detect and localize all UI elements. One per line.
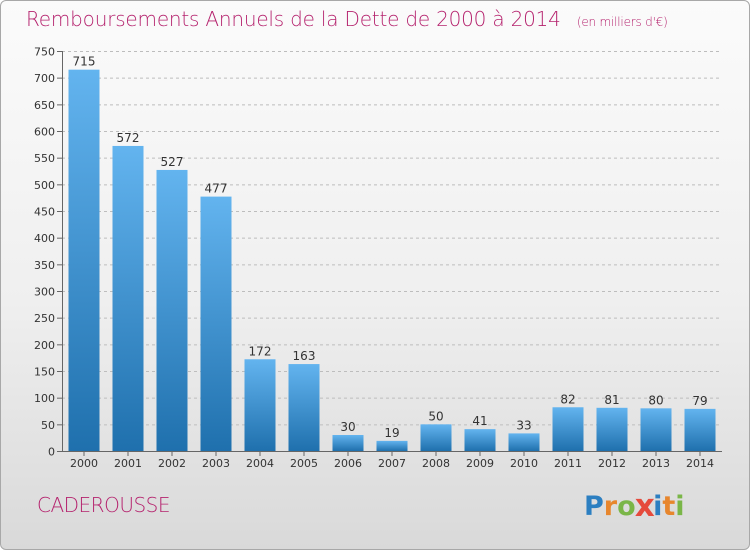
data-label: 19 <box>384 426 399 440</box>
y-tick-label: 600 <box>34 126 55 139</box>
bar <box>112 145 144 451</box>
y-tick-label: 150 <box>34 366 55 379</box>
chart-title-text: Remboursements Annuels de la Dette de 20… <box>26 7 561 31</box>
bar <box>244 359 276 451</box>
x-tick-label: 2006 <box>334 457 362 470</box>
y-tick-label: 450 <box>34 206 55 219</box>
data-label: 41 <box>472 414 487 428</box>
x-tick-label: 2012 <box>598 457 626 470</box>
data-label: 527 <box>161 155 184 169</box>
data-label: 79 <box>692 394 707 408</box>
logo-letter: i <box>675 491 685 522</box>
logo-letter: x <box>634 488 655 525</box>
bar <box>596 407 628 451</box>
x-tick-label: 2007 <box>378 457 406 470</box>
y-tick-label: 400 <box>34 232 55 245</box>
bars-layer <box>68 69 716 452</box>
place-name: CADEROUSSE <box>37 493 171 517</box>
data-label: 477 <box>205 182 228 196</box>
bar <box>552 407 584 451</box>
data-label: 82 <box>560 392 575 406</box>
x-tick-label: 2001 <box>114 457 142 470</box>
chart-unit: (en milliers d'€) <box>576 15 668 29</box>
x-tick-label: 2011 <box>554 457 582 470</box>
logo-letter: P <box>584 491 604 522</box>
x-tick-label: 2008 <box>422 457 450 470</box>
y-tick-label: 50 <box>41 419 55 432</box>
data-label: 50 <box>428 409 443 423</box>
y-tick-label: 750 <box>34 46 55 59</box>
y-tick-label: 0 <box>48 446 55 459</box>
y-tick-label: 700 <box>34 72 55 85</box>
bar <box>156 169 188 451</box>
data-label: 172 <box>249 344 272 358</box>
x-tick-label: 2009 <box>466 457 494 470</box>
x-tick-label: 2003 <box>202 457 230 470</box>
logo-letter: r <box>603 491 618 522</box>
y-tick-label: 550 <box>34 152 55 165</box>
bar <box>420 424 452 451</box>
logo-letter: o <box>617 491 636 522</box>
x-tick-label: 2000 <box>70 457 98 470</box>
y-tick-label: 350 <box>34 259 55 272</box>
bar <box>288 364 320 451</box>
y-tick-label: 100 <box>34 392 55 405</box>
bar <box>68 69 100 452</box>
x-tick-label: 2002 <box>158 457 186 470</box>
data-label: 163 <box>293 349 316 363</box>
y-tick-label: 250 <box>34 312 55 325</box>
x-tick-label: 2004 <box>246 457 274 470</box>
data-label: 33 <box>516 418 531 432</box>
proxiti-logo: Proxiti <box>584 487 694 527</box>
axis-layer: 0501001502002503003504004505005506006507… <box>34 46 722 470</box>
y-tick-label: 500 <box>34 179 55 192</box>
bar <box>640 408 672 451</box>
data-label: 81 <box>604 393 619 407</box>
x-tick-label: 2013 <box>642 457 670 470</box>
bar <box>508 433 540 451</box>
bar <box>464 429 496 451</box>
x-tick-label: 2005 <box>290 457 318 470</box>
y-tick-label: 650 <box>34 99 55 112</box>
bar <box>332 435 364 451</box>
bar <box>200 196 232 451</box>
chart-title: Remboursements Annuels de la Dette de 20… <box>26 7 668 31</box>
x-tick-label: 2014 <box>686 457 714 470</box>
data-label: 572 <box>117 131 140 145</box>
labels-layer: 715 572 527 477 172 163 30 19 50 41 33 82 81 80 79 <box>73 55 708 440</box>
y-tick-label: 200 <box>34 339 55 352</box>
data-label: 715 <box>73 55 96 69</box>
y-tick-label: 300 <box>34 286 55 299</box>
bar <box>684 408 716 451</box>
logo-letter: t <box>662 491 676 522</box>
x-tick-label: 2010 <box>510 457 538 470</box>
bar <box>376 440 408 451</box>
logo-letter: i <box>653 491 663 522</box>
data-label: 80 <box>648 393 663 407</box>
data-label: 30 <box>340 420 355 434</box>
